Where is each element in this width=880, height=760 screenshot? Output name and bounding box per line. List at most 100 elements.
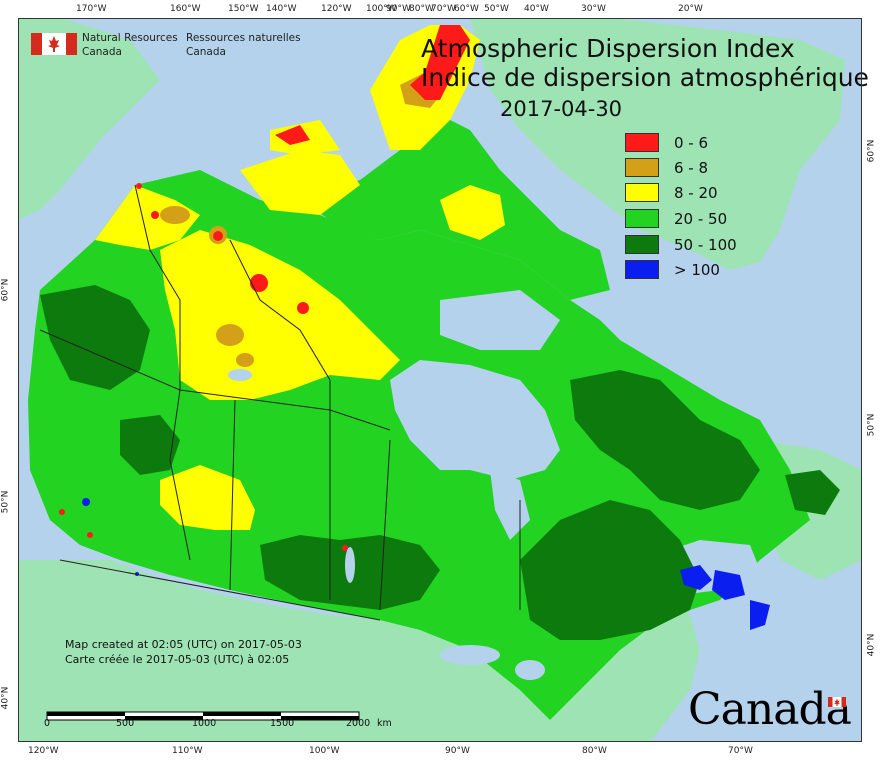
legend-label: 6 - 8 [674, 159, 709, 177]
tick-top-150w: 150°W [228, 4, 259, 14]
hudson-strait [440, 290, 560, 350]
labrador-darkgreen [600, 380, 660, 430]
lake-huron [515, 660, 545, 680]
nwt-red-3 [213, 231, 223, 241]
nwt-orange-1 [216, 324, 244, 346]
tick-bottom-70w: 70°W [728, 746, 753, 756]
maritimes-blue-3 [750, 600, 770, 630]
canada-wordmark: Canada [688, 684, 852, 735]
credit-en: Map created at 02:05 (UTC) on 2017-05-03 [65, 638, 302, 651]
legend-swatch [625, 209, 659, 228]
map-svg [18, 18, 862, 742]
tick-bottom-80w: 80°W [582, 746, 607, 756]
prairie-yellow [160, 465, 255, 530]
legend-swatch [625, 235, 659, 254]
legend-swatch [625, 183, 659, 202]
tick-top-100w: 100°W [366, 4, 397, 14]
border-60n [39, 329, 391, 431]
alaska [18, 18, 160, 220]
legend-label: 8 - 20 [674, 184, 718, 202]
tick-left-40n: 40°N [0, 686, 11, 710]
nfld-darkgreen [785, 470, 840, 515]
scalebar-label-2000: 2000 [346, 718, 371, 729]
scalebar-unit: km [377, 718, 392, 729]
map-title-en: Atmospheric Dispersion Index [421, 34, 795, 63]
tick-bottom-100w: 100°W [309, 746, 340, 756]
legend-label: > 100 [674, 261, 720, 279]
legend-swatch [625, 158, 659, 177]
tick-top-20w: 20°W [678, 4, 703, 14]
tick-top-90w: 90°W [386, 4, 411, 14]
nwt-orange-2 [236, 353, 254, 367]
legend-label: 0 - 6 [674, 134, 709, 152]
nwt-red-2 [297, 302, 309, 314]
map-canvas[interactable] [18, 18, 862, 742]
scalebar-label-1000: 1000 [192, 718, 217, 729]
lake-winnipeg [345, 547, 355, 583]
nrcan-flag-icon [31, 33, 77, 55]
bc-red-1 [87, 532, 93, 538]
tick-top-140w: 140°W [266, 4, 297, 14]
legend-label: 20 - 50 [674, 210, 728, 228]
scalebar [46, 706, 360, 721]
tick-top-40w: 40°W [524, 4, 549, 14]
agency-name-fr: Ressources naturelles Canada [186, 31, 301, 59]
ellesmere-red [410, 25, 470, 100]
legend-swatch [625, 133, 659, 152]
border-alberta-sask [229, 399, 236, 591]
tick-top-170w: 170°W [76, 4, 107, 14]
border-bc-alberta [169, 389, 191, 561]
scalebar-label-0: 0 [44, 718, 51, 729]
ontario-darkgreen [520, 500, 700, 640]
victoria-island [240, 150, 360, 215]
legend-swatch [625, 260, 659, 279]
wordmark-flag-icon [828, 692, 846, 707]
bc-darkgreen [40, 285, 150, 390]
tick-bottom-120w: 120°W [28, 746, 59, 756]
agency-fr-line2: Canada [186, 46, 226, 58]
tick-bottom-110w: 110°W [172, 746, 203, 756]
credit-fr: Carte créée le 2017-05-03 (UTC) à 02:05 [65, 653, 290, 666]
tick-top-80w: 80°W [409, 4, 434, 14]
bc-red-2 [59, 509, 65, 515]
island-red [275, 125, 310, 145]
lake-superior [440, 645, 500, 665]
yukon-orange [160, 206, 190, 224]
yukon-red [151, 211, 159, 219]
map-title-fr: Indice de dispersion atmosphérique [421, 63, 869, 92]
agency-en-line2: Canada [82, 46, 122, 58]
baffin-yellow [440, 185, 505, 240]
tick-left-50n: 50°N [0, 490, 11, 514]
scalebar-label-500: 500 [116, 718, 135, 729]
scalebar-label-1500: 1500 [270, 718, 295, 729]
tick-top-50w: 50°W [484, 4, 509, 14]
tick-bottom-90w: 90°W [445, 746, 470, 756]
yukon-yellow [95, 185, 200, 250]
map-date: 2017-04-30 [500, 97, 623, 121]
maritimes-blue-2 [712, 570, 745, 600]
tick-top-60w: 60°W [454, 4, 479, 14]
agency-en-line1: Natural Resources [82, 32, 178, 44]
tick-right-50n: 50°N [866, 413, 877, 437]
arctic-red [136, 183, 142, 189]
provincial-borders [39, 184, 521, 621]
border-49n [59, 559, 381, 621]
hudson-bay [390, 360, 560, 480]
agency-name-en: Natural Resources Canada [82, 31, 178, 59]
agency-fr-line1: Ressources naturelles [186, 32, 301, 44]
border-manitoba-ontario [379, 439, 391, 611]
tick-top-160w: 160°W [170, 4, 201, 14]
maritimes-blue-1 [680, 565, 712, 590]
tick-left-60n: 60°N [0, 278, 11, 302]
nwt-bigyellow [195, 290, 280, 360]
tick-top-120w: 120°W [321, 4, 352, 14]
sk-darkgreen [120, 415, 180, 475]
prairie-red [342, 545, 348, 551]
border-nwt-nunavut [229, 239, 331, 381]
tick-top-70w: 70°W [431, 4, 456, 14]
map-border [18, 18, 862, 742]
tick-right-60n: 60°N [866, 139, 877, 163]
legend-label: 50 - 100 [674, 236, 737, 254]
great-slave-lake [228, 369, 252, 381]
